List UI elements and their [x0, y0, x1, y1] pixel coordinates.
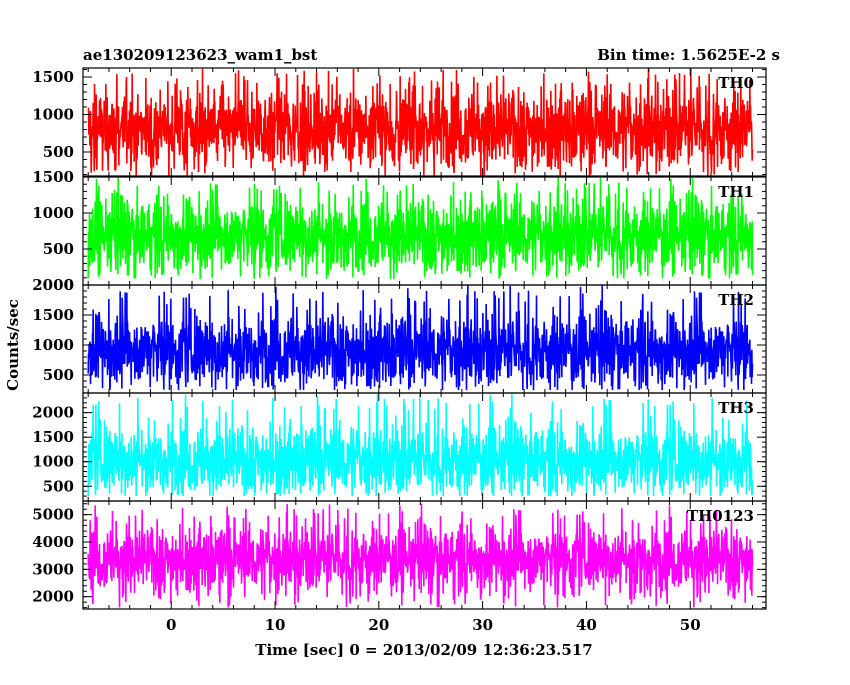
panel-th0: 500 1000 1500 TH0 [32, 67, 767, 178]
panel-label: TH1 [718, 183, 754, 201]
y-tick-label: 2000 [32, 404, 74, 422]
x-tick-label: 0 [166, 616, 176, 634]
y-tick-label: 2000 [32, 588, 74, 606]
panels-group: 500 1000 1500 TH0 0 500 1000 1500 TH1 500 1000 1500… [32, 67, 767, 610]
y-tick-label: 1000 [32, 106, 74, 124]
panel-label: TH3 [718, 399, 754, 417]
x-tick-label: 50 [680, 616, 701, 634]
y-tick-label: 1500 [32, 168, 74, 186]
y-tick-label: 2000 [32, 276, 74, 294]
y-tick-label: 1000 [32, 453, 74, 471]
x-axis-label: Time [sec] 0 = 2013/02/09 12:36:23.517 [255, 641, 592, 659]
x-tick-label: 10 [265, 616, 286, 634]
panel-th1: 0 500 1000 1500 TH1 [32, 168, 767, 294]
x-axis: 0 10 20 30 40 50 [166, 616, 701, 634]
y-axis-label: Counts/sec [4, 299, 22, 391]
y-tick-label: 1000 [32, 204, 74, 222]
y-tick-label: 1500 [32, 306, 74, 324]
y-tick-label: 500 [43, 143, 74, 161]
panel-th2: 500 1000 1500 2000 TH2 [32, 276, 767, 394]
panel-label: TH2 [718, 291, 754, 309]
y-tick-label: 5000 [32, 506, 74, 524]
panel-label: TH0 [718, 74, 754, 92]
x-tick-label: 30 [472, 616, 493, 634]
x-tick-label: 20 [368, 616, 389, 634]
bin-time-label: Bin time: 1.5625E-2 s [597, 46, 780, 64]
series-th0123 [87, 503, 754, 608]
panel-th0123: 2000 3000 4000 5000 TH0123 [32, 500, 767, 610]
series-th1 [87, 177, 754, 280]
panel-frame [82, 500, 767, 610]
y-tick-label: 4000 [32, 533, 74, 551]
x-tick-label: 40 [576, 616, 597, 634]
panel-label: TH0123 [687, 507, 754, 525]
series-th3 [87, 393, 754, 497]
y-tick-label: 1000 [32, 336, 74, 354]
y-tick-label: 3000 [32, 560, 74, 578]
y-tick-label: 1500 [32, 428, 74, 446]
y-tick-label: 500 [43, 366, 74, 384]
y-tick-label: 1500 [32, 68, 74, 86]
y-tick-label: 500 [43, 240, 74, 258]
panel-th3: 500 1000 1500 2000 TH3 [32, 392, 767, 502]
series-th0 [87, 68, 754, 178]
y-tick-label: 500 [43, 477, 74, 495]
series-th2 [87, 285, 754, 391]
chart-title: ae130209123623_wam1_bst [83, 46, 317, 64]
y-tick-label: 0 [64, 276, 74, 294]
